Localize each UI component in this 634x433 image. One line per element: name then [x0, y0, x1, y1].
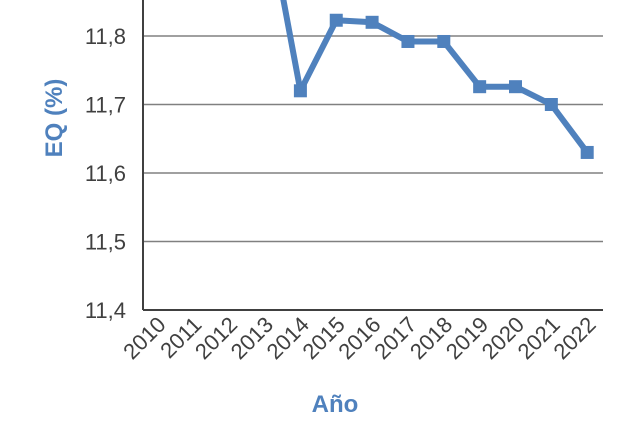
- y-tick-label: 11,6: [85, 161, 126, 186]
- x-tick-labels: 2010201120122013201420152016201720182019…: [118, 312, 600, 364]
- axes: [142, 0, 603, 311]
- y-tick-label: 11,4: [85, 298, 126, 323]
- y-tick-label: 11,5: [85, 230, 126, 255]
- gridlines: [143, 35, 603, 243]
- x-axis-title: Año: [312, 391, 359, 418]
- y-tick-labels: 11,8 11,7 11,6 11,5 11,4: [85, 24, 126, 323]
- data-point: [401, 34, 415, 48]
- x-tick-label: 2022: [548, 312, 600, 364]
- data-point: [580, 145, 594, 159]
- y-axis-title: EQ (%): [41, 79, 68, 158]
- data-point: [473, 80, 487, 94]
- data-point: [293, 84, 307, 98]
- data-point: [329, 13, 343, 27]
- data-point: [437, 34, 451, 48]
- series-layer: [280, 0, 594, 159]
- data-point: [365, 15, 379, 29]
- data-point: [509, 80, 522, 94]
- data-point: [544, 98, 558, 111]
- y-tick-label: 11,8: [85, 24, 126, 49]
- series-line: [280, 0, 590, 155]
- y-tick-label: 11,7: [85, 93, 126, 118]
